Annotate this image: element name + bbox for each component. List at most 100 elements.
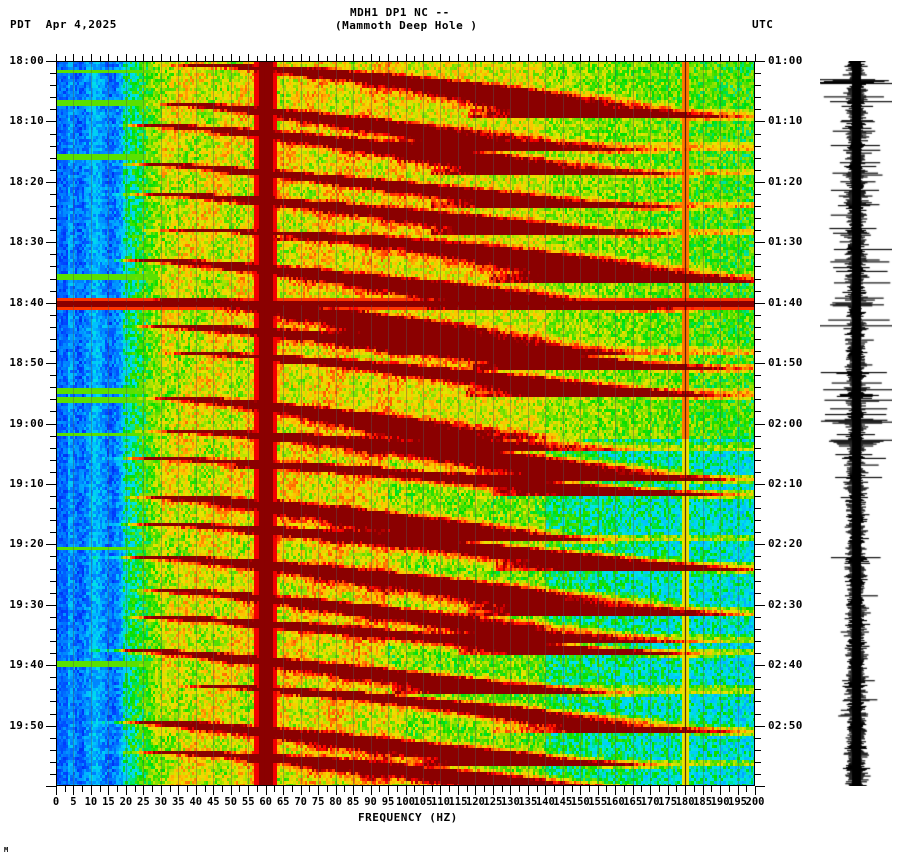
right-axis-tick bbox=[755, 460, 761, 461]
left-axis-tick bbox=[50, 472, 56, 473]
right-axis-tick bbox=[755, 61, 765, 62]
date-label: Apr 4,2025 bbox=[45, 18, 117, 31]
left-axis-tick bbox=[46, 786, 56, 787]
x-axis-top-tick bbox=[502, 56, 503, 61]
left-axis-tick bbox=[50, 532, 56, 533]
x-axis-tick-label: 155 bbox=[588, 796, 608, 808]
left-axis-label: 18:00 bbox=[9, 54, 44, 67]
right-axis-label: 01:40 bbox=[768, 295, 803, 309]
left-axis-tick bbox=[50, 73, 56, 74]
left-axis-tick bbox=[50, 254, 56, 255]
left-axis-tick bbox=[50, 170, 56, 171]
left-axis-tick bbox=[50, 689, 56, 690]
x-axis-top-tick bbox=[362, 56, 363, 61]
right-axis-tick bbox=[755, 315, 761, 316]
left-axis-tick bbox=[50, 762, 56, 763]
x-axis-top-tick bbox=[301, 54, 302, 61]
x-axis-tick-label: 165 bbox=[623, 796, 643, 808]
x-axis-tick bbox=[108, 786, 109, 795]
x-axis-tick bbox=[650, 786, 651, 795]
x-axis-tick-label: 95 bbox=[381, 796, 395, 808]
x-axis-top-tick bbox=[606, 56, 607, 61]
x-axis-top-tick bbox=[484, 56, 485, 61]
right-axis-tick bbox=[755, 653, 761, 654]
left-axis-tick bbox=[46, 726, 56, 727]
x-axis-top-tick bbox=[528, 54, 529, 61]
left-axis-tick bbox=[50, 593, 56, 594]
right-axis-tick bbox=[755, 629, 761, 630]
x-axis-top-tick bbox=[458, 54, 459, 61]
amplitude-trace-panel[interactable] bbox=[820, 61, 892, 786]
left-axis-tick bbox=[50, 701, 56, 702]
left-axis-tick bbox=[50, 617, 56, 618]
x-axis-top-tick bbox=[161, 54, 162, 61]
left-axis-tick bbox=[50, 339, 56, 340]
spectrogram-plot[interactable] bbox=[56, 61, 755, 786]
x-axis-minor-tick bbox=[624, 786, 625, 792]
left-axis-tick bbox=[46, 605, 56, 606]
x-axis-top-tick bbox=[274, 56, 275, 61]
x-axis-tick-label: 115 bbox=[448, 796, 468, 808]
right-axis-tick bbox=[755, 339, 761, 340]
x-axis-top-tick bbox=[100, 56, 101, 61]
x-axis-top-tick bbox=[746, 56, 747, 61]
amplitude-trace-canvas[interactable] bbox=[820, 61, 892, 786]
right-axis-tick bbox=[755, 266, 761, 267]
x-axis-tick bbox=[178, 786, 179, 795]
x-axis-tick-label: 150 bbox=[570, 796, 590, 808]
x-axis-tick bbox=[703, 786, 704, 795]
corner-mark: M bbox=[4, 846, 9, 854]
left-axis-tick bbox=[50, 218, 56, 219]
left-axis-tick bbox=[50, 508, 56, 509]
x-axis-top-tick bbox=[449, 56, 450, 61]
right-axis-label: 02:30 bbox=[768, 597, 803, 611]
left-axis-tick bbox=[46, 121, 56, 122]
x-axis-minor-tick bbox=[589, 786, 590, 792]
right-axis-tick bbox=[755, 726, 765, 727]
x-axis-top-tick bbox=[187, 56, 188, 61]
left-axis-label: 18:10 bbox=[9, 114, 44, 128]
x-axis-minor-tick bbox=[729, 786, 730, 792]
right-axis-label: 02:50 bbox=[768, 718, 803, 732]
right-axis-label: 01:20 bbox=[768, 174, 803, 188]
x-axis-top-tick bbox=[432, 56, 433, 61]
x-axis-minor-tick bbox=[292, 786, 293, 792]
right-axis-tick bbox=[755, 230, 761, 231]
right-axis-tick bbox=[755, 593, 761, 594]
x-axis-top-tick bbox=[327, 56, 328, 61]
left-axis-tick bbox=[50, 774, 56, 775]
x-axis-top-tick bbox=[222, 56, 223, 61]
x-axis-minor-tick bbox=[205, 786, 206, 792]
x-axis-tick bbox=[563, 786, 564, 795]
x-axis-tick bbox=[91, 786, 92, 795]
left-axis-tick bbox=[50, 581, 56, 582]
x-axis-tick-label: 40 bbox=[189, 796, 203, 808]
x-axis-top-tick bbox=[292, 56, 293, 61]
left-axis-tick bbox=[50, 496, 56, 497]
x-axis-tick bbox=[143, 786, 144, 795]
left-axis-label: 18:50 bbox=[9, 356, 44, 370]
x-axis-tick-label: 185 bbox=[693, 796, 713, 808]
right-axis-tick bbox=[755, 532, 761, 533]
spectrogram-canvas[interactable] bbox=[56, 61, 755, 786]
x-axis-tick-label: 80 bbox=[329, 796, 342, 808]
x-axis-minor-tick bbox=[379, 786, 380, 792]
right-axis-tick bbox=[755, 701, 761, 702]
right-axis-label: 02:40 bbox=[768, 658, 803, 672]
x-axis-tick-label: 75 bbox=[311, 796, 325, 808]
right-axis-tick bbox=[755, 665, 765, 666]
x-axis-top-tick bbox=[266, 54, 267, 61]
x-axis-top-tick bbox=[633, 54, 634, 61]
x-axis-tick-label: 160 bbox=[605, 796, 625, 808]
x-axis-top-tick bbox=[650, 54, 651, 61]
x-axis-tick-label: 100 bbox=[396, 796, 415, 808]
x-axis-tick bbox=[248, 786, 249, 795]
x-axis-top-tick bbox=[598, 54, 599, 61]
x-axis-tick bbox=[231, 786, 232, 795]
x-axis-tick bbox=[301, 786, 302, 795]
x-axis-tick bbox=[633, 786, 634, 795]
right-axis-tick bbox=[755, 677, 761, 678]
right-axis-tick bbox=[755, 134, 761, 135]
right-axis-label: 02:00 bbox=[768, 416, 803, 430]
x-axis-minor-tick bbox=[397, 786, 398, 792]
